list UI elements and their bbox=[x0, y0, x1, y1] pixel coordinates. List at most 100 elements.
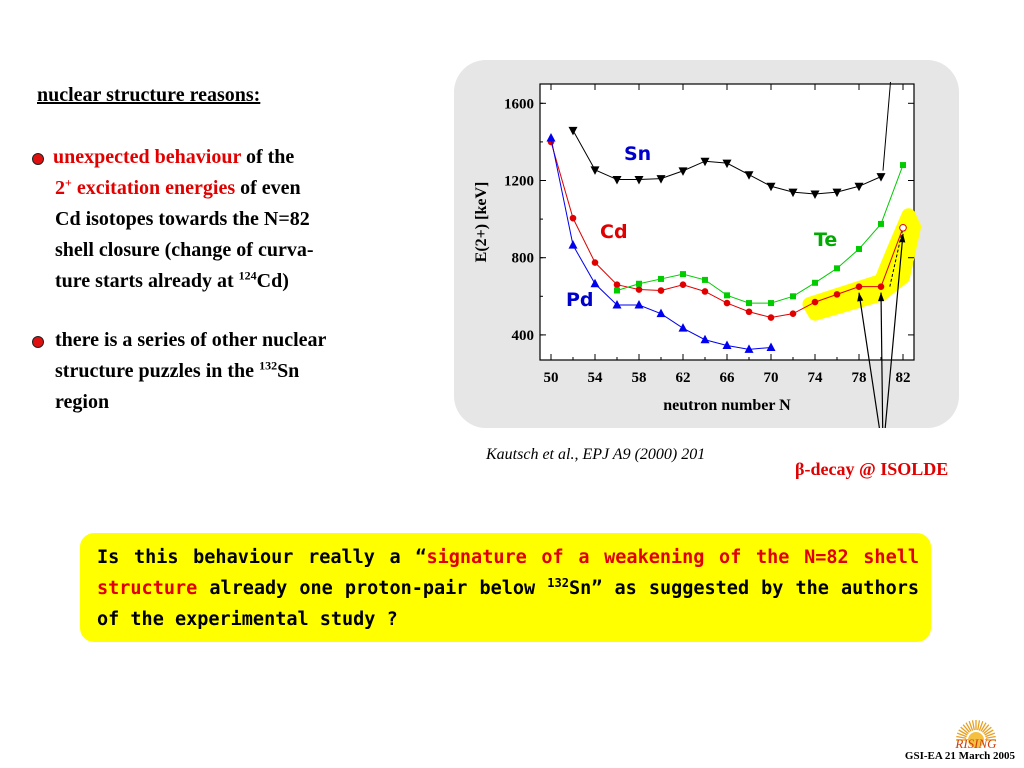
logo-text: RISING bbox=[954, 736, 997, 751]
point-te bbox=[900, 162, 906, 169]
point-te bbox=[680, 271, 686, 278]
point-te bbox=[636, 280, 642, 287]
point-cd bbox=[613, 281, 621, 289]
bullet-1-line4: shell closure (change of curva- bbox=[55, 239, 314, 261]
point-cd bbox=[701, 288, 709, 295]
sn-pointer-line bbox=[882, 81, 891, 171]
bullet-2: there is a series of other nuclear struc… bbox=[55, 325, 326, 418]
point-sn bbox=[656, 175, 666, 184]
y-tick-label: 1200 bbox=[504, 174, 534, 190]
highlight-text: unexpected behaviour bbox=[53, 146, 241, 168]
point-sn bbox=[766, 182, 776, 192]
point-cd bbox=[855, 283, 863, 290]
point-te bbox=[834, 265, 840, 272]
bullet-text: structure puzzles in the bbox=[55, 360, 260, 382]
y-tick-label: 800 bbox=[512, 251, 535, 267]
series-line-te bbox=[616, 164, 904, 304]
bullet-text: Sn bbox=[277, 360, 300, 382]
highlight-text: excitation energies bbox=[71, 177, 236, 199]
superscript: 132 bbox=[547, 575, 569, 590]
bullet-2-line3: region bbox=[55, 391, 110, 413]
point-cd bbox=[569, 214, 577, 222]
annotation-arrow bbox=[884, 233, 904, 428]
point-pd bbox=[722, 340, 732, 350]
x-tick-label: 54 bbox=[588, 370, 604, 386]
x-tick-label: 62 bbox=[676, 370, 691, 386]
bullet-1-line5: ture starts already at 124Cd) bbox=[53, 266, 314, 297]
bullet-1-line3: Cd isotopes towards the N=82 bbox=[55, 208, 310, 230]
point-sn bbox=[876, 173, 886, 182]
point-cd bbox=[723, 299, 731, 307]
point-sn bbox=[612, 176, 622, 185]
bullet-2-line2: structure puzzles in the 132Sn bbox=[55, 356, 326, 387]
x-tick-label: 82 bbox=[896, 370, 911, 386]
annotation-arrow bbox=[858, 292, 880, 428]
point-sn bbox=[854, 182, 864, 192]
bullet-1-dot bbox=[32, 153, 44, 165]
annotation-arrowhead bbox=[857, 292, 864, 302]
plot-area bbox=[539, 83, 915, 361]
point-sn bbox=[832, 188, 842, 198]
highlight-text: 2 bbox=[55, 177, 65, 199]
bullet-1-line1: unexpected behaviour of the bbox=[53, 142, 314, 173]
superscript: 132 bbox=[259, 358, 278, 373]
point-te bbox=[878, 220, 884, 227]
point-cd bbox=[877, 283, 885, 290]
x-tick-label: 78 bbox=[852, 370, 867, 386]
bullet-text: ture starts already at bbox=[55, 270, 239, 292]
point-cd bbox=[745, 308, 753, 316]
point-sn bbox=[722, 159, 732, 169]
point-pd bbox=[678, 323, 688, 332]
point-sn bbox=[590, 166, 600, 175]
bullet-1-line2: 2+ excitation energies of even bbox=[53, 173, 314, 204]
annotation-arrowhead bbox=[878, 292, 885, 302]
point-cd bbox=[899, 223, 907, 232]
point-cd bbox=[635, 286, 643, 293]
footer-text: GSI-EA 21 March 2005 bbox=[904, 750, 1015, 762]
question-text: Is this behaviour really a “signature of… bbox=[97, 542, 919, 635]
slide-heading: nuclear structure reasons: bbox=[37, 84, 261, 106]
question-highlight: signature of a weakening of the N=82 she… bbox=[97, 547, 919, 599]
point-te bbox=[724, 292, 730, 299]
point-sn bbox=[678, 167, 688, 176]
question-box bbox=[80, 533, 931, 642]
annotation-arrowhead bbox=[899, 233, 906, 243]
y-tick-label: 1600 bbox=[504, 96, 534, 112]
x-tick-label: 70 bbox=[764, 370, 779, 386]
point-te bbox=[768, 300, 774, 307]
point-cd bbox=[789, 310, 797, 317]
bullet-text: of the bbox=[240, 146, 295, 168]
point-pd bbox=[766, 342, 776, 351]
point-cd bbox=[591, 259, 599, 266]
series-label-cd: Cd bbox=[600, 221, 628, 243]
point-te bbox=[790, 293, 796, 300]
point-te bbox=[702, 276, 708, 283]
point-cd bbox=[811, 298, 819, 306]
e2-energy-chart: 50 54 58 62 66 70 74 78 82 400 800 1200 1600 neutron … bbox=[473, 81, 921, 428]
point-sn bbox=[788, 188, 798, 198]
annotation-arrow bbox=[880, 292, 884, 428]
bullet-text: of even bbox=[235, 177, 301, 199]
point-sn bbox=[810, 190, 820, 200]
point-pd bbox=[568, 240, 578, 249]
point-sn bbox=[744, 171, 754, 180]
bullet-1: unexpected behaviour of the 2+ excitatio… bbox=[53, 142, 314, 297]
y-tick-label: 400 bbox=[512, 328, 535, 344]
question-part: already one proton-pair below bbox=[197, 578, 548, 599]
bullet-2-dot bbox=[32, 336, 44, 348]
series-label-pd: Pd bbox=[566, 289, 594, 311]
question-part: Sn” as suggested by the authors of the e… bbox=[97, 578, 919, 630]
point-te bbox=[856, 246, 862, 253]
point-cd bbox=[833, 291, 841, 298]
point-cd bbox=[767, 314, 775, 321]
point-sn bbox=[700, 157, 710, 167]
point-pd bbox=[612, 299, 622, 309]
point-pd bbox=[700, 334, 710, 344]
highlight-region bbox=[802, 208, 921, 321]
superscript: + bbox=[65, 175, 72, 190]
point-te bbox=[812, 279, 818, 286]
x-tick-label: 74 bbox=[808, 370, 824, 386]
point-te bbox=[614, 287, 620, 294]
question-part: Is this behaviour really a “ bbox=[97, 547, 427, 568]
point-te bbox=[658, 275, 664, 282]
